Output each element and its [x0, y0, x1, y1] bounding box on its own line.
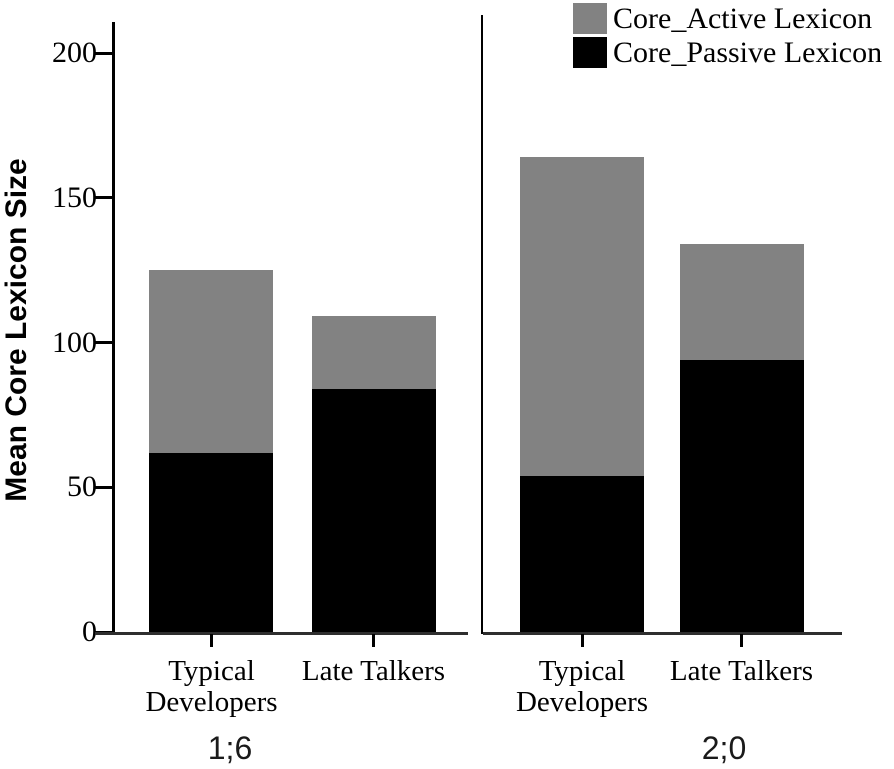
y-axis-tick-label: 200 — [52, 36, 97, 70]
category-label: Late Talkers — [301, 655, 446, 687]
legend-entry-active: Core_Active Lexicon — [573, 3, 882, 34]
category-label: Developers — [515, 686, 649, 718]
category-tick — [580, 634, 584, 647]
x-axis-line — [483, 632, 842, 635]
y-axis-line — [481, 15, 483, 634]
legend-label-active: Core_Active Lexicon — [613, 2, 873, 35]
bar-segment-passive — [149, 452, 273, 632]
category-tick — [740, 634, 743, 647]
y-axis-tick — [95, 341, 115, 345]
y-axis-tick — [95, 196, 115, 200]
panel-label: 1;6 — [207, 730, 253, 766]
legend-entry-passive: Core_Passive Lexicon — [573, 37, 882, 68]
category-label: Developers — [145, 686, 278, 718]
y-axis-line — [112, 22, 115, 634]
legend: Core_Active Lexicon Core_Passive Lexicon — [573, 3, 882, 68]
y-axis-tick-label: 50 — [67, 470, 97, 504]
category-label: Late Talkers — [669, 655, 814, 687]
bar-segment-passive — [312, 388, 436, 632]
y-axis-tick — [95, 51, 115, 55]
y-axis-title: Mean Core Lexicon Size — [0, 158, 33, 502]
legend-swatch-passive-icon — [573, 37, 607, 68]
category-label: Typical — [538, 655, 626, 687]
legend-swatch-active-icon — [573, 3, 607, 34]
bar-segment-passive — [520, 475, 644, 632]
y-axis-tick-label: 100 — [52, 325, 97, 359]
y-axis-tick-label: 0 — [82, 615, 97, 648]
bar-segment-active — [149, 270, 273, 453]
category-tick — [210, 634, 213, 647]
bar-segment-active — [680, 244, 804, 360]
category-label: Typical — [168, 655, 255, 687]
x-axis-line — [95, 632, 468, 635]
y-axis-tick-label: 150 — [52, 180, 97, 214]
bar-segment-active — [312, 316, 436, 389]
y-axis-tick — [95, 485, 115, 489]
category-tick — [372, 634, 375, 647]
panel-label: 2;0 — [701, 730, 747, 766]
legend-label-passive: Core_Passive Lexicon — [613, 36, 883, 69]
bar-segment-active — [520, 157, 644, 476]
bar-segment-passive — [680, 359, 804, 632]
